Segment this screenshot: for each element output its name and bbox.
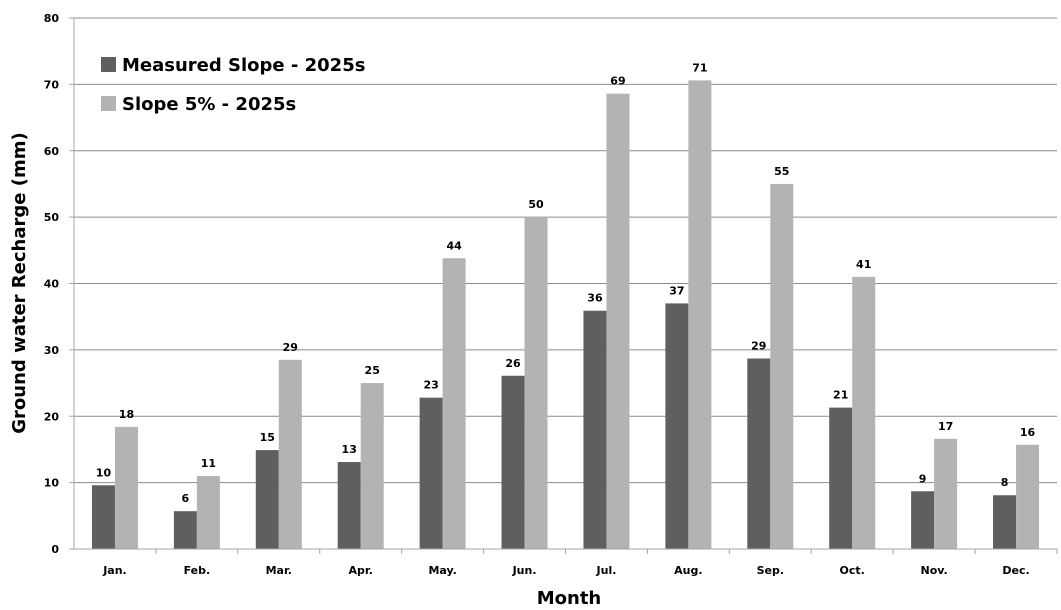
legend-swatch-slope5 <box>101 96 116 111</box>
legend-swatch-measured <box>101 57 116 72</box>
data-label: 37 <box>669 284 684 297</box>
data-label: 11 <box>201 457 216 470</box>
data-label: 16 <box>1020 426 1036 439</box>
data-label: 18 <box>119 408 134 421</box>
y-tick-label: 30 <box>44 344 60 357</box>
data-label: 13 <box>342 443 357 456</box>
bar-measured-may <box>419 397 443 549</box>
y-tick-label: 70 <box>44 78 60 91</box>
gridlines <box>74 17 1057 484</box>
y-tick-label: 20 <box>44 410 60 423</box>
y-tick-label: 60 <box>44 145 60 158</box>
data-label: 50 <box>528 198 544 211</box>
legend-label-slope5: Slope 5% - 2025s <box>122 94 296 115</box>
bar-measured-jul <box>583 310 607 549</box>
bar-measured-nov <box>911 491 935 549</box>
y-axis-title: Ground water Recharge (mm) <box>9 132 30 433</box>
y-tick-label: 10 <box>44 477 60 490</box>
bar-measured-oct <box>829 407 853 549</box>
data-label: 8 <box>1001 476 1009 489</box>
bar-slope5-mar <box>278 359 302 549</box>
bar-measured-jun <box>501 375 525 549</box>
bar-slope5-jun <box>524 217 548 549</box>
data-label: 9 <box>919 472 927 485</box>
x-tick-label: Oct. <box>840 564 865 577</box>
x-tick-label: May. <box>428 564 456 577</box>
y-tick-label: 0 <box>51 543 59 556</box>
data-label: 17 <box>938 420 953 433</box>
x-tick-label: Sep. <box>757 564 784 577</box>
bar-measured-sep <box>747 358 771 549</box>
data-label: 55 <box>774 165 789 178</box>
data-label: 71 <box>692 61 707 74</box>
bar-slope5-apr <box>360 383 384 549</box>
bar-slope5-oct <box>852 276 876 549</box>
bar-slope5-jul <box>606 93 630 549</box>
bar-slope5-dec <box>1016 444 1040 549</box>
bar-slope5-nov <box>934 438 958 549</box>
x-tick-label: Jul. <box>596 564 617 577</box>
axes <box>69 17 1058 554</box>
data-label: 41 <box>856 258 871 271</box>
x-tick-label: Apr. <box>348 564 372 577</box>
legend: Measured Slope - 2025s Slope 5% - 2025s <box>101 55 365 115</box>
data-label: 36 <box>587 292 603 305</box>
bar-measured-aug <box>665 303 689 549</box>
bar-measured-jan <box>91 485 115 549</box>
y-tick-label: 80 <box>44 12 60 25</box>
bar-measured-dec <box>993 495 1017 549</box>
x-tick-label: Jan. <box>102 564 127 577</box>
bar-slope5-may <box>442 258 466 549</box>
bar-slope5-jan <box>114 426 138 549</box>
data-label: 69 <box>610 75 625 88</box>
data-label: 25 <box>365 364 380 377</box>
data-labels: 10 18 6 11 15 29 13 25 23 44 26 50 36 69 37 71 29 55 21 41 9… <box>96 61 1036 505</box>
bar-slope5-sep <box>770 183 794 549</box>
bar-slope5-aug <box>688 80 712 549</box>
bars <box>91 80 1040 549</box>
data-label: 21 <box>833 389 848 402</box>
y-tick-label: 40 <box>44 278 60 291</box>
bar-slope5-feb <box>196 475 220 549</box>
x-tick-label: Aug. <box>674 564 702 577</box>
data-label: 10 <box>96 466 112 479</box>
bar-measured-mar <box>255 450 279 549</box>
data-label: 15 <box>260 431 275 444</box>
data-label: 26 <box>505 357 521 370</box>
x-tick-label: Mar. <box>266 564 292 577</box>
bar-measured-feb <box>173 511 197 549</box>
legend-label-measured: Measured Slope - 2025s <box>122 55 365 76</box>
y-tick-label: 50 <box>44 211 60 224</box>
x-tick-label: Nov. <box>921 564 948 577</box>
x-axis-title: Month <box>537 588 602 609</box>
data-label: 44 <box>446 239 462 252</box>
x-tick-labels: Jan. Feb. Mar. Apr. May. Jun. Jul. Aug. Sep. Oct.… <box>102 564 1029 577</box>
x-tick-label: Dec. <box>1002 564 1029 577</box>
data-label: 23 <box>423 379 438 392</box>
bar-measured-apr <box>337 462 361 549</box>
data-label: 29 <box>283 341 298 354</box>
y-tick-labels: 0 10 20 30 40 50 60 70 80 <box>44 12 60 556</box>
data-label: 29 <box>751 340 766 353</box>
x-tick-label: Feb. <box>184 564 211 577</box>
x-tick-label: Jun. <box>512 564 537 577</box>
data-label: 6 <box>182 492 190 505</box>
